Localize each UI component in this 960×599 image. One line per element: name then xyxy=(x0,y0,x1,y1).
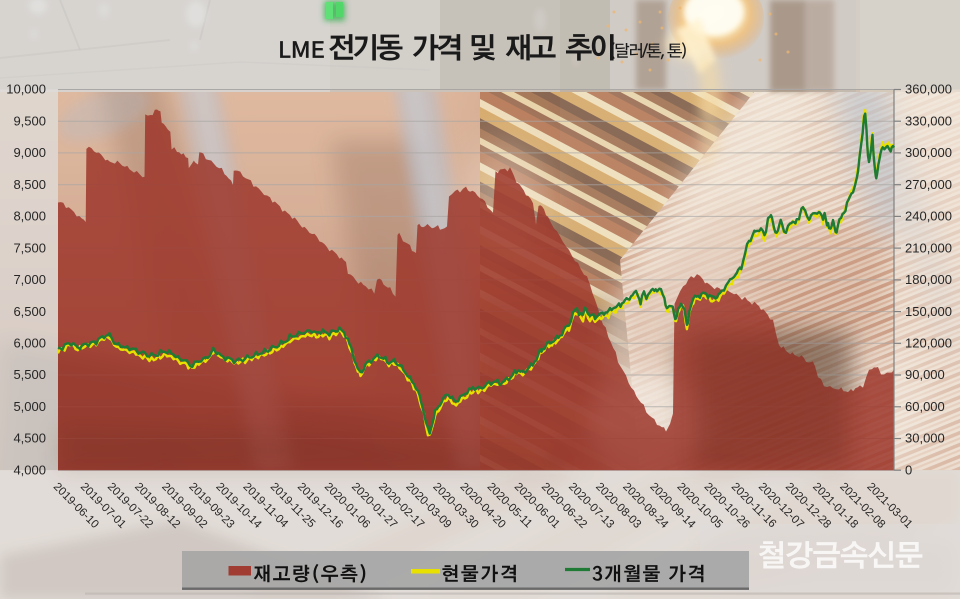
svg-text:360,000: 360,000 xyxy=(905,82,952,97)
svg-text:9,500: 9,500 xyxy=(13,113,46,128)
svg-text:6,000: 6,000 xyxy=(13,336,46,351)
svg-text:210,000: 210,000 xyxy=(905,240,952,255)
svg-text:8,500: 8,500 xyxy=(13,177,46,192)
svg-text:300,000: 300,000 xyxy=(905,145,952,160)
svg-text:7,500: 7,500 xyxy=(13,240,46,255)
svg-text:10,000: 10,000 xyxy=(6,82,46,97)
svg-text:0: 0 xyxy=(905,462,912,477)
svg-text:30,000: 30,000 xyxy=(905,431,945,446)
svg-text:150,000: 150,000 xyxy=(905,304,952,319)
svg-text:9,000: 9,000 xyxy=(13,145,46,160)
svg-text:330,000: 330,000 xyxy=(905,113,952,128)
svg-text:270,000: 270,000 xyxy=(905,177,952,192)
svg-text:8,000: 8,000 xyxy=(13,209,46,224)
svg-text:90,000: 90,000 xyxy=(905,367,945,382)
svg-text:4,500: 4,500 xyxy=(13,431,46,446)
svg-text:6,500: 6,500 xyxy=(13,304,46,319)
svg-text:120,000: 120,000 xyxy=(905,336,952,351)
svg-text:60,000: 60,000 xyxy=(905,399,945,414)
svg-text:7,000: 7,000 xyxy=(13,272,46,287)
svg-text:5,000: 5,000 xyxy=(13,399,46,414)
svg-text:5,500: 5,500 xyxy=(13,367,46,382)
svg-text:4,000: 4,000 xyxy=(13,462,46,477)
svg-text:240,000: 240,000 xyxy=(905,209,952,224)
svg-text:180,000: 180,000 xyxy=(905,272,952,287)
